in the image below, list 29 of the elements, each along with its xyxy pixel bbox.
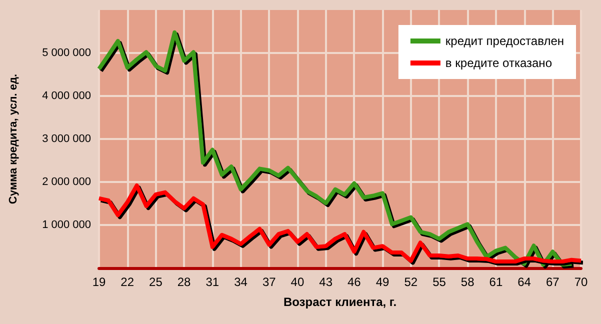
legend-label: кредит предоставлен [445,34,564,48]
x-tick-label: 40 [290,275,304,289]
line-series [97,183,583,264]
y-axis-title: Сумма кредита, усл. ед. [8,74,20,204]
x-tick-label: 52 [404,275,418,289]
x-tick-label: 31 [206,275,220,289]
y-tick-label: 5 000 000 [42,47,91,59]
line-series [97,30,574,267]
x-tick-label: 46 [347,275,362,289]
x-tick-label: 67 [546,275,560,289]
x-tick-label: 19 [92,275,106,289]
x-tick-label: 43 [319,275,333,289]
x-tick-label: 34 [234,275,248,289]
x-tick-label: 55 [432,275,446,289]
y-tick-label: 3 000 000 [42,133,91,145]
x-tick-label: 58 [460,275,475,289]
legend-label: в кредите отказано [445,56,552,70]
x-tick-label: 61 [489,275,503,289]
x-tick-label: 49 [376,275,390,289]
y-tick-label: 1 000 000 [42,219,91,231]
x-tick-label: 37 [262,275,276,289]
x-tick-label: 28 [177,275,192,289]
x-tick-label: 25 [149,275,163,289]
x-tick-label: 70 [574,275,588,289]
x-tick-label: 22 [120,275,134,289]
x-axis-title: Возраст клиента, г. [283,295,397,309]
y-tick-label: 2 000 000 [42,176,91,188]
y-tick-label: 4 000 000 [42,90,91,102]
x-tick-label: 64 [518,275,532,289]
